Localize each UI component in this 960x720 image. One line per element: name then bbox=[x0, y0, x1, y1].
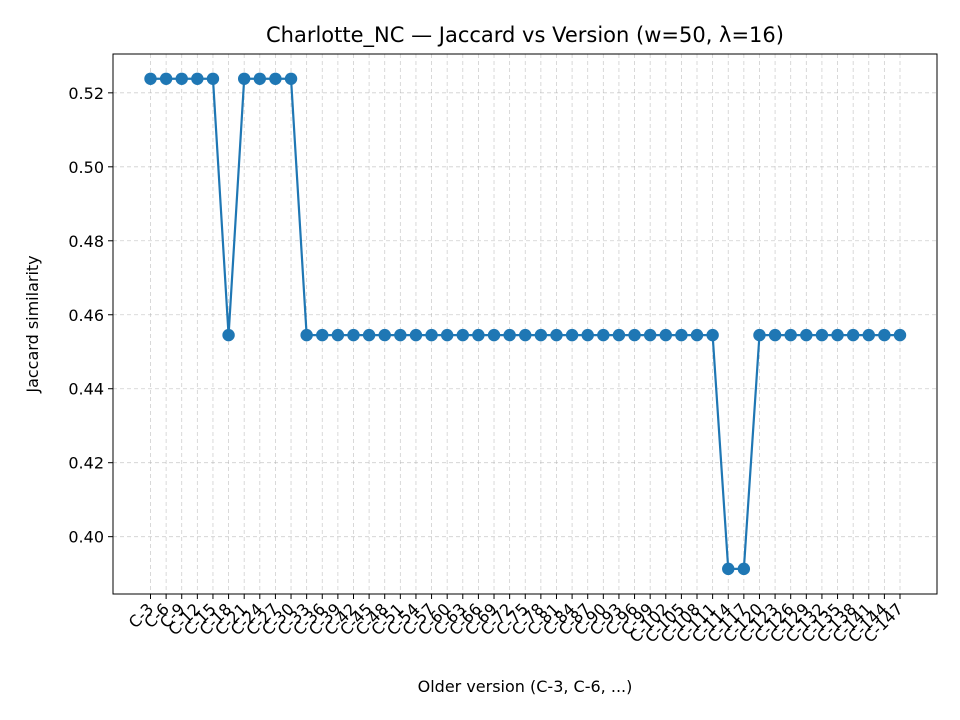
data-point bbox=[440, 328, 454, 342]
x-gridlines bbox=[150, 54, 901, 594]
chart-title: Charlotte_NC — Jaccard vs Version (w=50,… bbox=[266, 23, 784, 48]
data-point bbox=[284, 72, 298, 85]
y-axis-label: Jaccard similarity bbox=[23, 255, 42, 393]
y-tick-label: 0.46 bbox=[68, 306, 104, 325]
data-point bbox=[768, 328, 782, 342]
y-tick-label: 0.40 bbox=[68, 528, 104, 547]
data-point bbox=[269, 72, 282, 85]
data-point bbox=[597, 328, 610, 342]
y-tick-label: 0.48 bbox=[68, 232, 104, 251]
data-point bbox=[456, 328, 469, 342]
data-point bbox=[722, 562, 735, 576]
data-point bbox=[472, 328, 485, 342]
data-point bbox=[846, 328, 860, 342]
data-point bbox=[409, 328, 423, 342]
data-point bbox=[503, 328, 516, 342]
x-axis-label: Older version (C-3, C-6, ...) bbox=[418, 677, 633, 696]
data-point bbox=[394, 328, 407, 342]
data-point bbox=[862, 328, 875, 342]
series-points-group bbox=[144, 72, 907, 576]
data-point bbox=[253, 72, 267, 85]
data-point bbox=[815, 328, 829, 342]
data-point bbox=[144, 72, 157, 85]
data-point bbox=[519, 328, 532, 342]
data-point bbox=[237, 72, 251, 85]
data-point bbox=[784, 328, 797, 342]
data-point bbox=[628, 328, 641, 342]
data-point bbox=[175, 72, 188, 85]
y-axis-ticks: 0.40 0.42 0.44 0.46 0.48 0.50 0.52 bbox=[68, 84, 113, 547]
data-point bbox=[331, 328, 345, 342]
data-point bbox=[425, 328, 438, 342]
data-point bbox=[690, 328, 704, 342]
data-point bbox=[550, 328, 563, 342]
data-point bbox=[159, 72, 173, 85]
data-point bbox=[675, 328, 688, 342]
data-point bbox=[534, 328, 548, 342]
y-gridlines bbox=[113, 92, 937, 538]
data-point bbox=[893, 328, 907, 342]
data-point bbox=[753, 328, 766, 342]
data-point bbox=[300, 328, 313, 342]
data-point bbox=[831, 328, 844, 342]
data-point bbox=[347, 328, 360, 342]
data-point bbox=[378, 328, 391, 342]
y-tick-label: 0.44 bbox=[68, 380, 104, 399]
data-point bbox=[206, 72, 220, 85]
data-point bbox=[487, 328, 501, 342]
y-tick-label: 0.52 bbox=[68, 84, 104, 103]
data-point bbox=[659, 328, 672, 342]
y-tick-label: 0.50 bbox=[68, 158, 104, 177]
data-point bbox=[612, 328, 626, 342]
data-point bbox=[316, 328, 329, 342]
data-point bbox=[362, 328, 376, 342]
data-point bbox=[878, 328, 891, 342]
data-point bbox=[581, 328, 594, 342]
data-point bbox=[800, 328, 813, 342]
y-tick-label: 0.42 bbox=[68, 454, 104, 473]
data-point bbox=[222, 328, 235, 342]
data-point bbox=[643, 328, 657, 342]
data-point bbox=[191, 72, 204, 85]
data-point bbox=[706, 328, 719, 342]
data-point bbox=[737, 562, 751, 576]
data-point bbox=[565, 328, 579, 342]
